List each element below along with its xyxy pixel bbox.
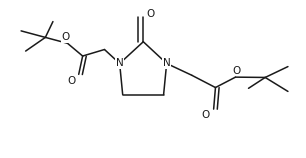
Text: N: N bbox=[163, 58, 170, 68]
Text: N: N bbox=[116, 58, 124, 68]
Text: O: O bbox=[201, 110, 209, 120]
Text: O: O bbox=[67, 76, 75, 85]
Text: O: O bbox=[233, 66, 241, 76]
Text: O: O bbox=[147, 9, 155, 19]
Text: O: O bbox=[62, 32, 70, 42]
